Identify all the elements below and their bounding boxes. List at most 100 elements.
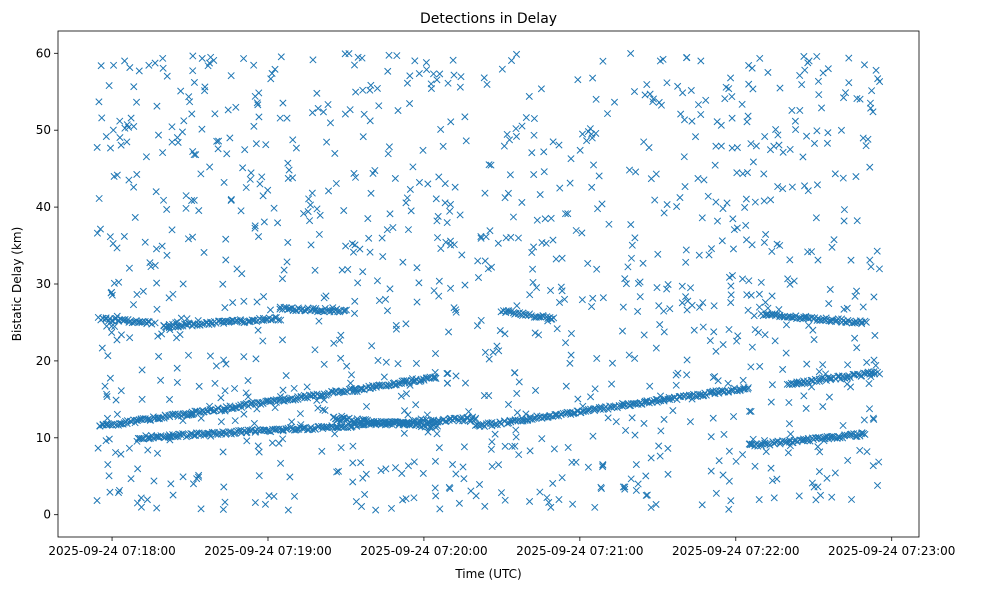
data-point-marker	[190, 196, 198, 204]
data-point-marker	[320, 396, 328, 404]
data-point-marker	[238, 270, 246, 278]
data-point-marker	[93, 497, 101, 505]
data-point-marker	[547, 214, 555, 222]
data-point-marker	[782, 349, 790, 357]
data-point-marker	[404, 226, 412, 234]
data-point-marker	[808, 248, 816, 256]
data-point-marker	[498, 65, 506, 73]
data-point-marker	[779, 185, 787, 193]
data-point-marker	[434, 422, 442, 430]
data-point-marker	[578, 229, 586, 237]
data-point-marker	[706, 388, 715, 396]
data-point-marker	[165, 324, 173, 332]
data-point-marker	[456, 211, 464, 219]
y-tick-label: 40	[36, 200, 51, 214]
data-point-marker	[253, 298, 261, 306]
data-point-marker	[642, 472, 650, 480]
data-point-marker	[664, 281, 672, 289]
data-point-marker	[761, 132, 769, 141]
data-point-marker	[550, 314, 558, 322]
data-point-marker	[443, 379, 452, 387]
data-point-marker	[349, 248, 358, 256]
data-point-marker	[552, 412, 560, 420]
data-point-marker	[732, 457, 740, 465]
data-point-marker	[536, 191, 544, 199]
data-point-marker	[279, 435, 287, 443]
data-point-marker	[746, 407, 754, 415]
data-point-marker	[308, 425, 317, 433]
data-point-marker	[222, 360, 230, 368]
data-point-marker	[715, 457, 723, 465]
data-point-marker	[865, 405, 874, 413]
data-point-marker	[461, 113, 469, 121]
data-point-marker	[587, 393, 595, 401]
data-point-marker	[452, 306, 460, 314]
data-point-marker	[809, 326, 817, 334]
data-point-marker	[97, 62, 105, 70]
data-point-marker	[501, 496, 509, 504]
data-point-marker	[513, 302, 521, 310]
data-point-marker	[115, 278, 123, 286]
data-point-marker	[415, 69, 423, 78]
data-point-marker	[173, 364, 181, 372]
data-point-marker	[702, 96, 710, 104]
data-point-marker	[131, 213, 139, 221]
data-point-marker	[276, 305, 284, 313]
data-point-marker	[115, 486, 124, 494]
data-point-marker	[265, 492, 273, 500]
data-point-marker	[410, 494, 418, 502]
data-point-marker	[801, 66, 809, 74]
data-point-marker	[647, 454, 655, 462]
data-point-marker	[304, 208, 312, 216]
data-point-marker	[727, 497, 735, 505]
data-point-marker	[733, 224, 741, 232]
data-point-marker	[700, 176, 708, 184]
data-point-marker	[150, 477, 158, 485]
data-point-marker	[815, 368, 823, 376]
data-point-marker	[717, 121, 725, 129]
data-point-marker	[250, 419, 258, 427]
data-point-marker	[507, 418, 515, 426]
data-point-marker	[320, 294, 328, 302]
data-point-marker	[133, 437, 141, 445]
data-point-marker	[572, 458, 580, 466]
data-point-marker	[561, 339, 570, 347]
data-point-marker	[457, 73, 465, 81]
data-point-marker	[625, 166, 634, 174]
data-point-marker	[549, 479, 557, 487]
data-point-marker	[177, 87, 185, 95]
data-point-marker	[697, 57, 705, 65]
data-point-marker	[678, 282, 686, 290]
data-point-marker	[104, 352, 112, 360]
data-point-marker	[450, 241, 458, 249]
data-point-marker	[378, 234, 386, 242]
data-point-marker	[512, 132, 521, 141]
data-point-marker	[127, 475, 135, 483]
data-point-marker	[125, 444, 133, 452]
data-point-marker	[379, 418, 387, 426]
data-point-marker	[326, 119, 335, 127]
data-point-marker	[242, 183, 250, 192]
data-point-marker	[301, 393, 310, 401]
data-point-marker	[683, 371, 691, 379]
data-point-marker	[259, 192, 267, 200]
data-point-marker	[651, 196, 659, 204]
data-point-marker	[237, 207, 245, 215]
data-point-marker	[254, 442, 262, 450]
data-point-marker	[197, 414, 205, 422]
data-point-marker	[751, 442, 759, 450]
data-point-marker	[362, 402, 371, 411]
data-point-marker	[152, 188, 160, 196]
data-point-marker	[493, 342, 501, 350]
data-point-marker	[768, 381, 776, 389]
data-point-marker	[787, 313, 796, 321]
data-point-marker	[495, 347, 503, 355]
data-point-marker	[564, 443, 572, 452]
data-point-marker	[545, 498, 553, 507]
data-point-marker	[761, 298, 770, 306]
data-point-marker	[184, 235, 192, 243]
data-point-marker	[480, 74, 488, 82]
data-point-marker	[851, 334, 859, 342]
data-point-marker	[446, 200, 455, 209]
